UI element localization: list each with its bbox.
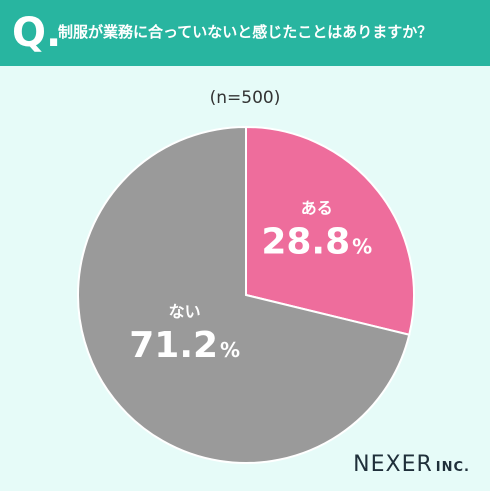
slice-value-aru: 28.8%	[261, 221, 372, 262]
pie-slice-aru	[245, 125, 415, 336]
logo-main: NEXER	[353, 452, 433, 477]
question-header: Q. 制服が業務に合っていないと感じたことはありますか？	[0, 0, 490, 66]
q-mark: Q.	[12, 10, 62, 56]
sample-size: (n=500)	[209, 88, 281, 108]
logo-sub: INC.	[435, 460, 470, 475]
pie-slice-nai	[77, 125, 411, 464]
slice-label-nai: ない	[169, 302, 201, 321]
question-text: 制服が業務に合っていないと感じたことはありますか？	[58, 23, 433, 41]
slice-value-nai: 71.2%	[129, 325, 240, 366]
slice-label-aru: ある	[301, 198, 333, 217]
company-logo: NEXER INC.	[353, 452, 470, 477]
